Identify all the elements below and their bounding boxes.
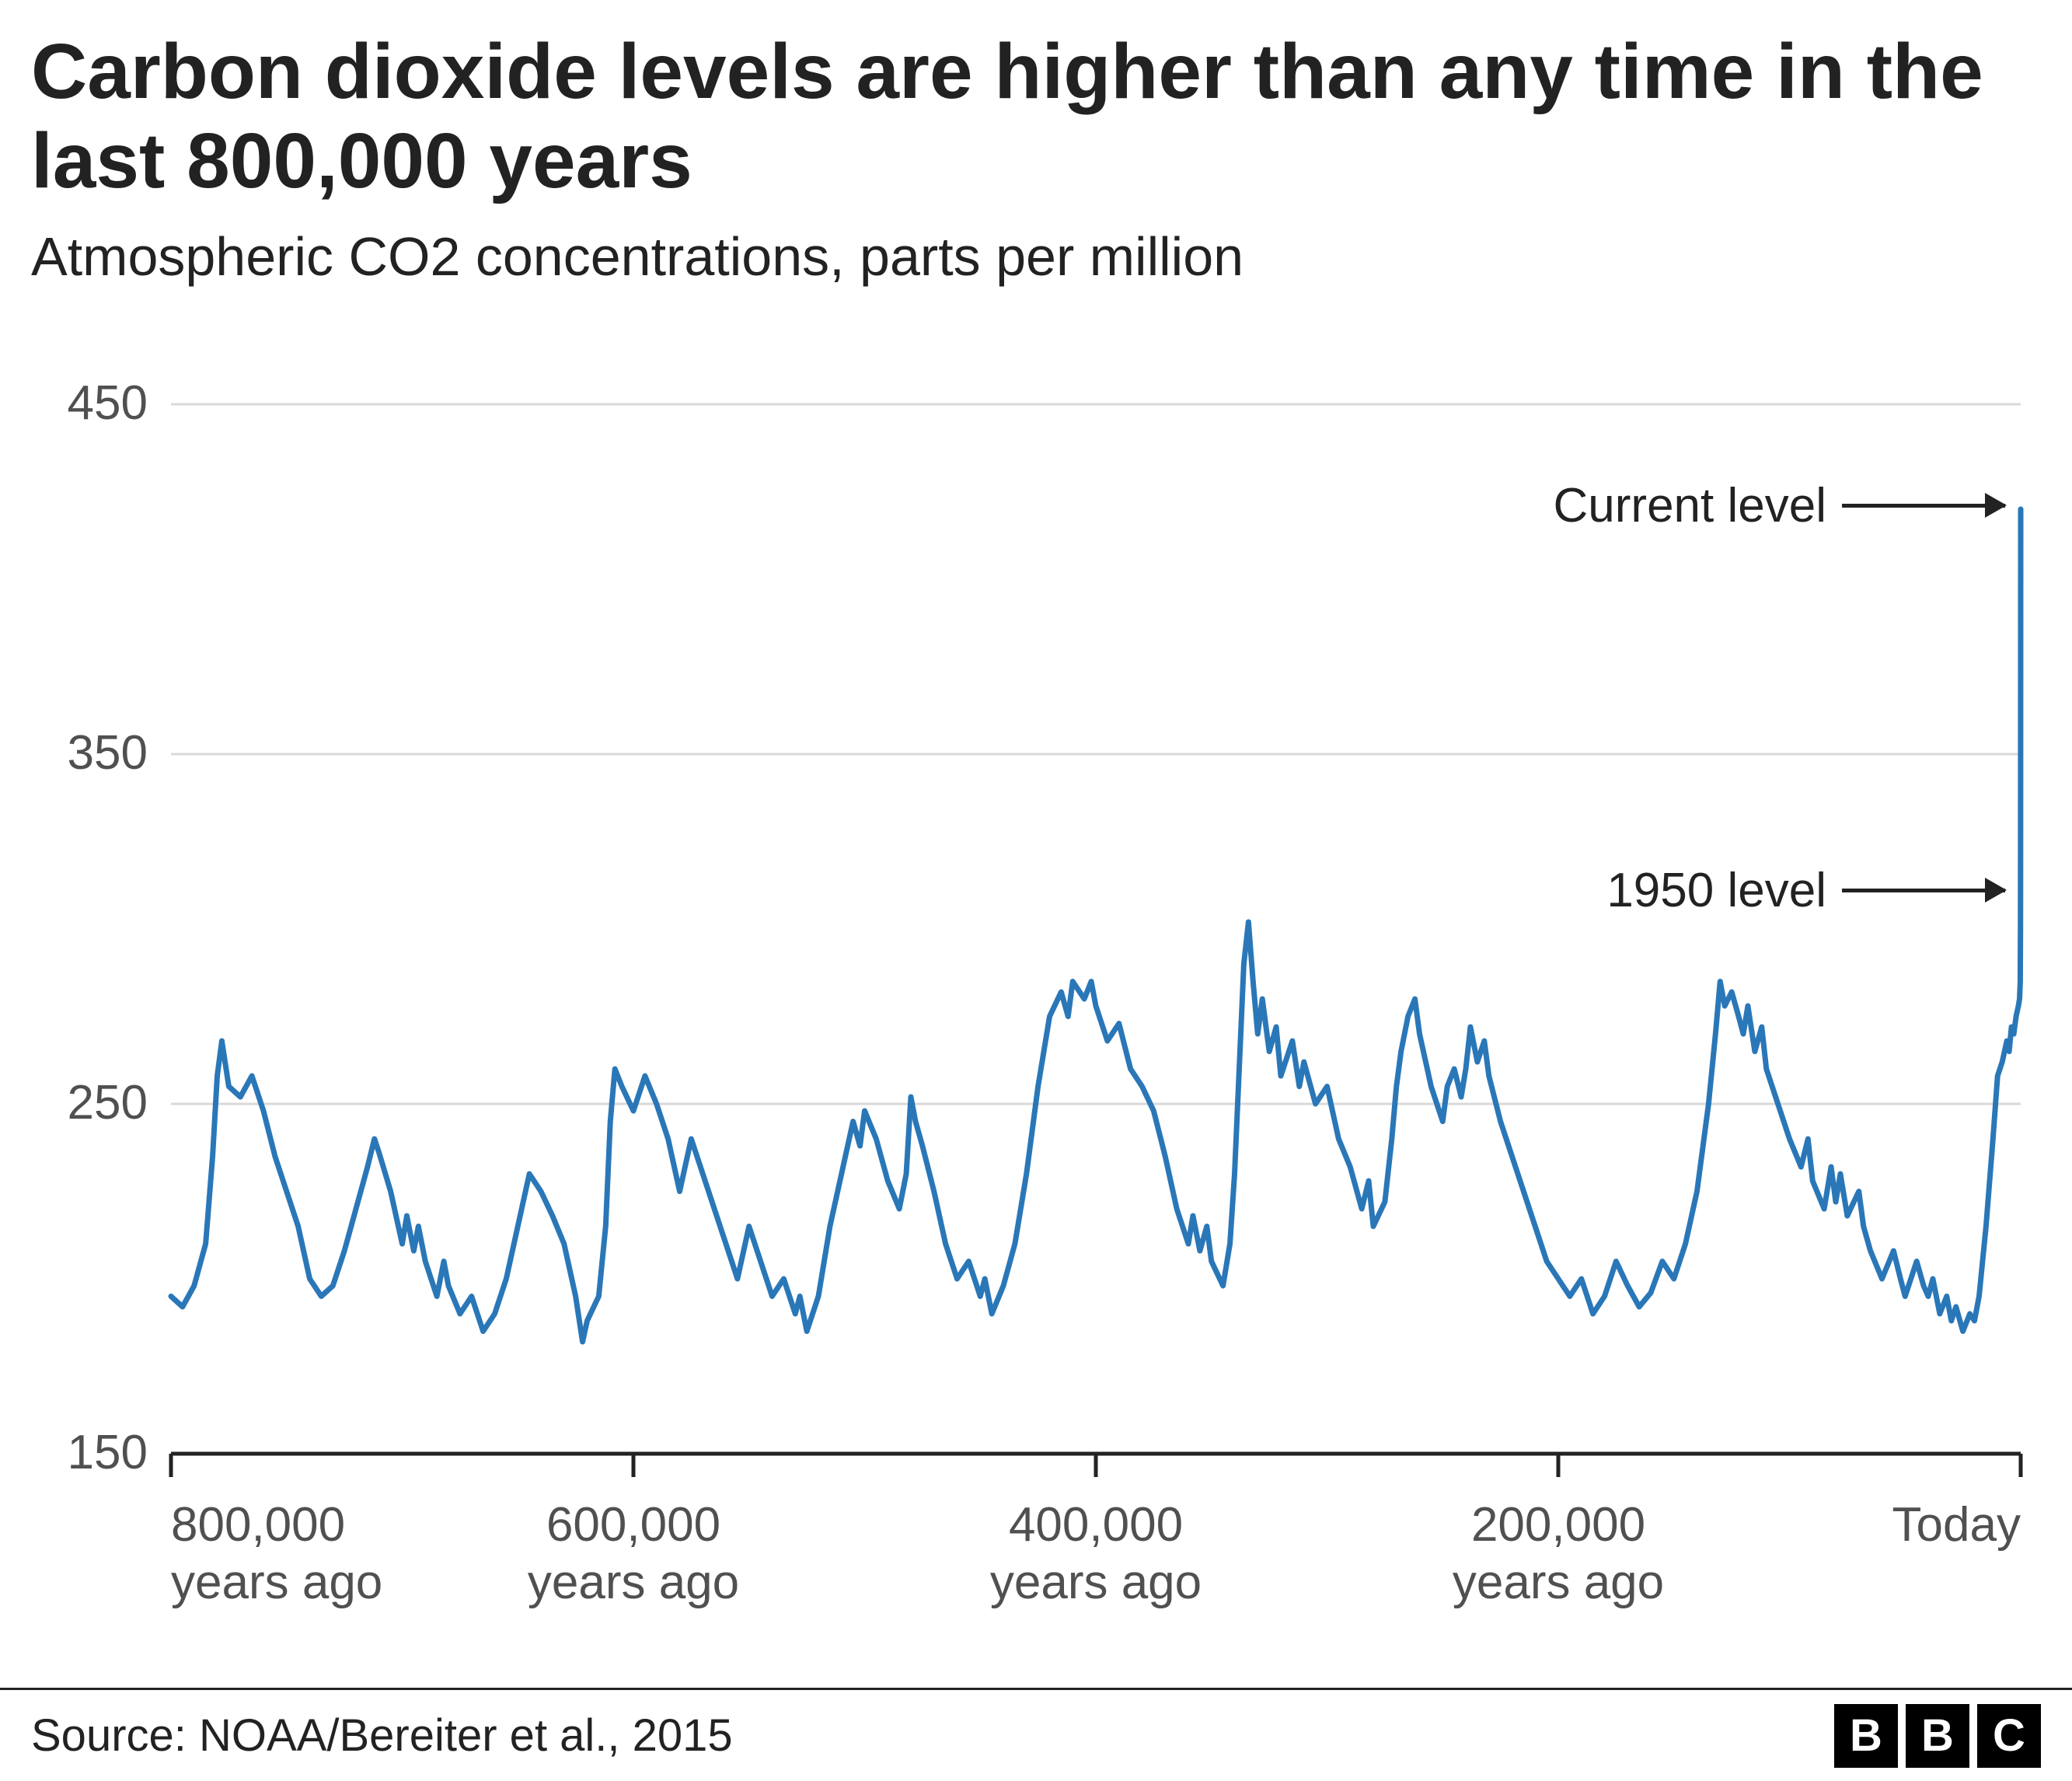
bbc-logo-block: B [1834,1704,1898,1768]
bbc-logo-block: C [1977,1704,2041,1768]
footer: Source: NOAA/Bereiter et al., 2015 BBC [0,1688,2072,1781]
x-tick-label: Today [1710,1496,2021,1554]
annotation-label: Current level [1554,478,1826,533]
y-tick-label: 350 [0,725,148,780]
y-tick-label: 150 [0,1425,148,1480]
bbc-logo: BBC [1834,1704,2041,1768]
annotation: Current level [1554,478,2005,533]
y-tick-label: 450 [0,375,148,431]
source-text: Source: NOAA/Bereiter et al., 2015 [31,1709,733,1762]
arrow-right-icon [1842,504,2005,508]
annotation-label: 1950 level [1606,863,1826,918]
x-tick-label: 600,000years ago [478,1496,789,1612]
arrow-right-icon [1842,889,2005,892]
x-tick-label: 800,000years ago [171,1496,482,1612]
y-tick-label: 250 [0,1075,148,1130]
x-tick-label: 200,000years ago [1403,1496,1714,1612]
x-tick-label: 400,000years ago [940,1496,1251,1612]
annotation: 1950 level [1606,863,2005,918]
bbc-logo-block: B [1906,1704,1969,1768]
chart-container: Carbon dioxide levels are higher than an… [0,0,2072,1781]
